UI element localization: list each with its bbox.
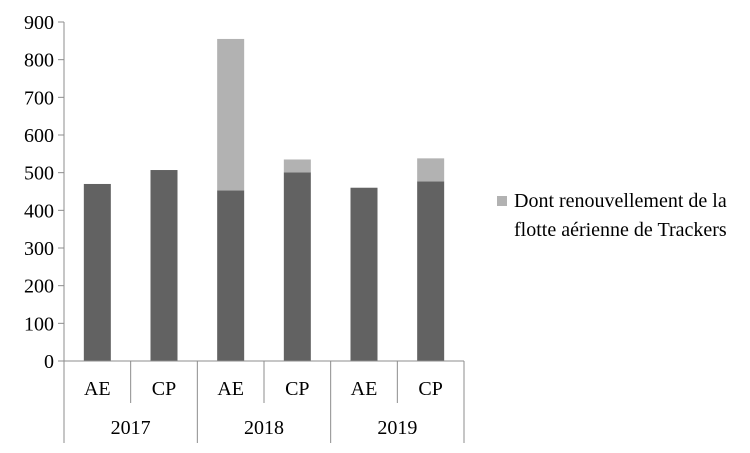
bar-renouvellement-3 [283,159,311,173]
y-tick-label: 900 [24,12,54,34]
legend-swatch [497,196,507,206]
x-group-label: 2019 [377,417,417,439]
y-tick-label: 0 [44,351,54,373]
y-tick-label: 300 [24,238,54,260]
y-tick-label: 600 [24,125,54,147]
bar-renouvellement-5 [417,158,445,182]
x-category-label: CP [152,378,176,400]
x-group-label: 2017 [111,417,151,439]
x-category-label: AE [217,378,244,400]
bar-base-0 [83,183,111,361]
y-tick-label: 500 [24,163,54,185]
x-category-label: AE [351,378,378,400]
y-tick-label: 400 [24,200,54,222]
x-category-label: AE [84,378,111,400]
legend-label: Dont renouvellement de la flotte aérienn… [514,190,727,241]
bar-base-5 [417,181,445,361]
bar-base-2 [217,190,245,361]
x-category-label: CP [285,378,309,400]
legend: Dont renouvellement de la flotte aérienn… [497,187,747,245]
y-tick-label: 100 [24,313,54,335]
y-tick-label: 800 [24,50,54,72]
bar-base-4 [350,187,378,361]
bar-base-3 [283,172,311,361]
bar-renouvellement-2 [217,38,245,191]
x-group-label: 2018 [244,417,284,439]
bar-base-1 [150,170,178,361]
x-category-label: CP [418,378,442,400]
y-tick-label: 200 [24,276,54,298]
y-tick-label: 700 [24,87,54,109]
